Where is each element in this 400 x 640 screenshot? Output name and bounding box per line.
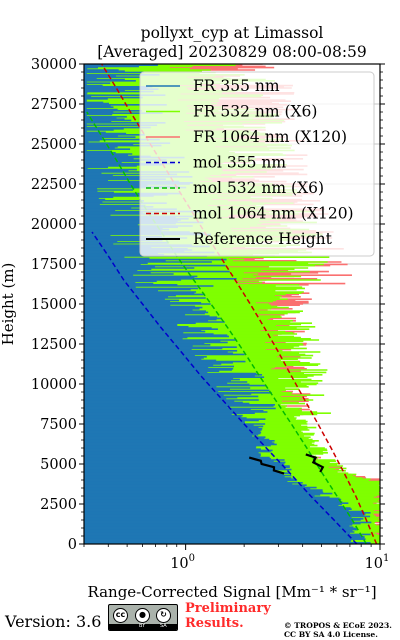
y-tick-label: 15000 (31, 297, 77, 313)
by-person-icon: ● (135, 608, 150, 623)
molecular-line-1 (86, 111, 367, 544)
y-tick-label: 12500 (31, 337, 77, 353)
molecular-line-0 (91, 231, 358, 544)
y-tick-label: 30000 (31, 57, 77, 73)
y-tick-label: 0 (68, 537, 77, 553)
y-tick-label: 10000 (31, 377, 77, 393)
badge-sa-label: SA (160, 623, 167, 629)
legend-label: Reference Height (193, 230, 333, 248)
y-tick-label: 22500 (31, 177, 77, 193)
y-tick-label: 17500 (31, 257, 77, 273)
preliminary-line1: Preliminary (185, 601, 271, 616)
chart-title-line1: pollyxt_cyp at Limassol (141, 24, 324, 42)
legend-label: mol 532 nm (X6) (193, 179, 324, 197)
lines-layer (86, 64, 378, 544)
y-tick-label: 27500 (31, 97, 77, 113)
y-tick-label: 5000 (40, 457, 77, 473)
axis-ticks: 0 2500 5000 7500 10000 12500 15000 17500 20000 22… (31, 57, 390, 572)
preliminary-notice: Preliminary Results. (185, 601, 271, 631)
legend-label: FR 1064 nm (X120) (193, 128, 347, 146)
cc-license-badge[interactable]: cc ● ↻ BY SA (108, 604, 178, 631)
y-tick-label: 2500 (40, 497, 77, 513)
legend-box (139, 71, 375, 257)
sa-share-alike-icon: ↻ (156, 608, 171, 623)
x-tick-label: 101 (365, 553, 390, 572)
badge-by-label: BY (139, 623, 146, 629)
legend-label: FR 532 nm (X6) (193, 103, 317, 121)
cc-logo-icon: cc (113, 608, 128, 623)
legend-label: mol 1064 nm (X120) (193, 205, 354, 223)
x-tick-label: 100 (170, 553, 195, 572)
version-label: Version: 3.6 (5, 612, 102, 631)
reference-height-segment (248, 456, 285, 475)
legend-label: FR 355 nm (193, 77, 280, 95)
y-tick-label: 25000 (31, 137, 77, 153)
legend-label: mol 355 nm (193, 154, 286, 172)
copyright-line1: © TROPOS & ECoE 2023. (284, 621, 392, 630)
copyright-notice: © TROPOS & ECoE 2023. CC BY SA 4.0 Licen… (284, 621, 392, 639)
molecular-line-2 (100, 64, 378, 544)
reference-height-segment (305, 453, 325, 473)
y-tick-label: 7500 (40, 417, 77, 433)
y-axis-label: Height (m) (0, 263, 17, 346)
chart-title-line2: [Averaged] 20230829 08:00-08:59 (97, 43, 367, 61)
preliminary-line2: Results. (185, 615, 244, 631)
legend: FR 355 nm FR 532 nm (X6) FR 1064 nm (X120)… (139, 71, 375, 257)
y-tick-label: 20000 (31, 217, 77, 233)
copyright-line2: CC BY SA 4.0 License. (284, 630, 378, 639)
x-axis-label: Range-Corrected Signal [Mm⁻¹ * sr⁻¹] (87, 583, 376, 601)
